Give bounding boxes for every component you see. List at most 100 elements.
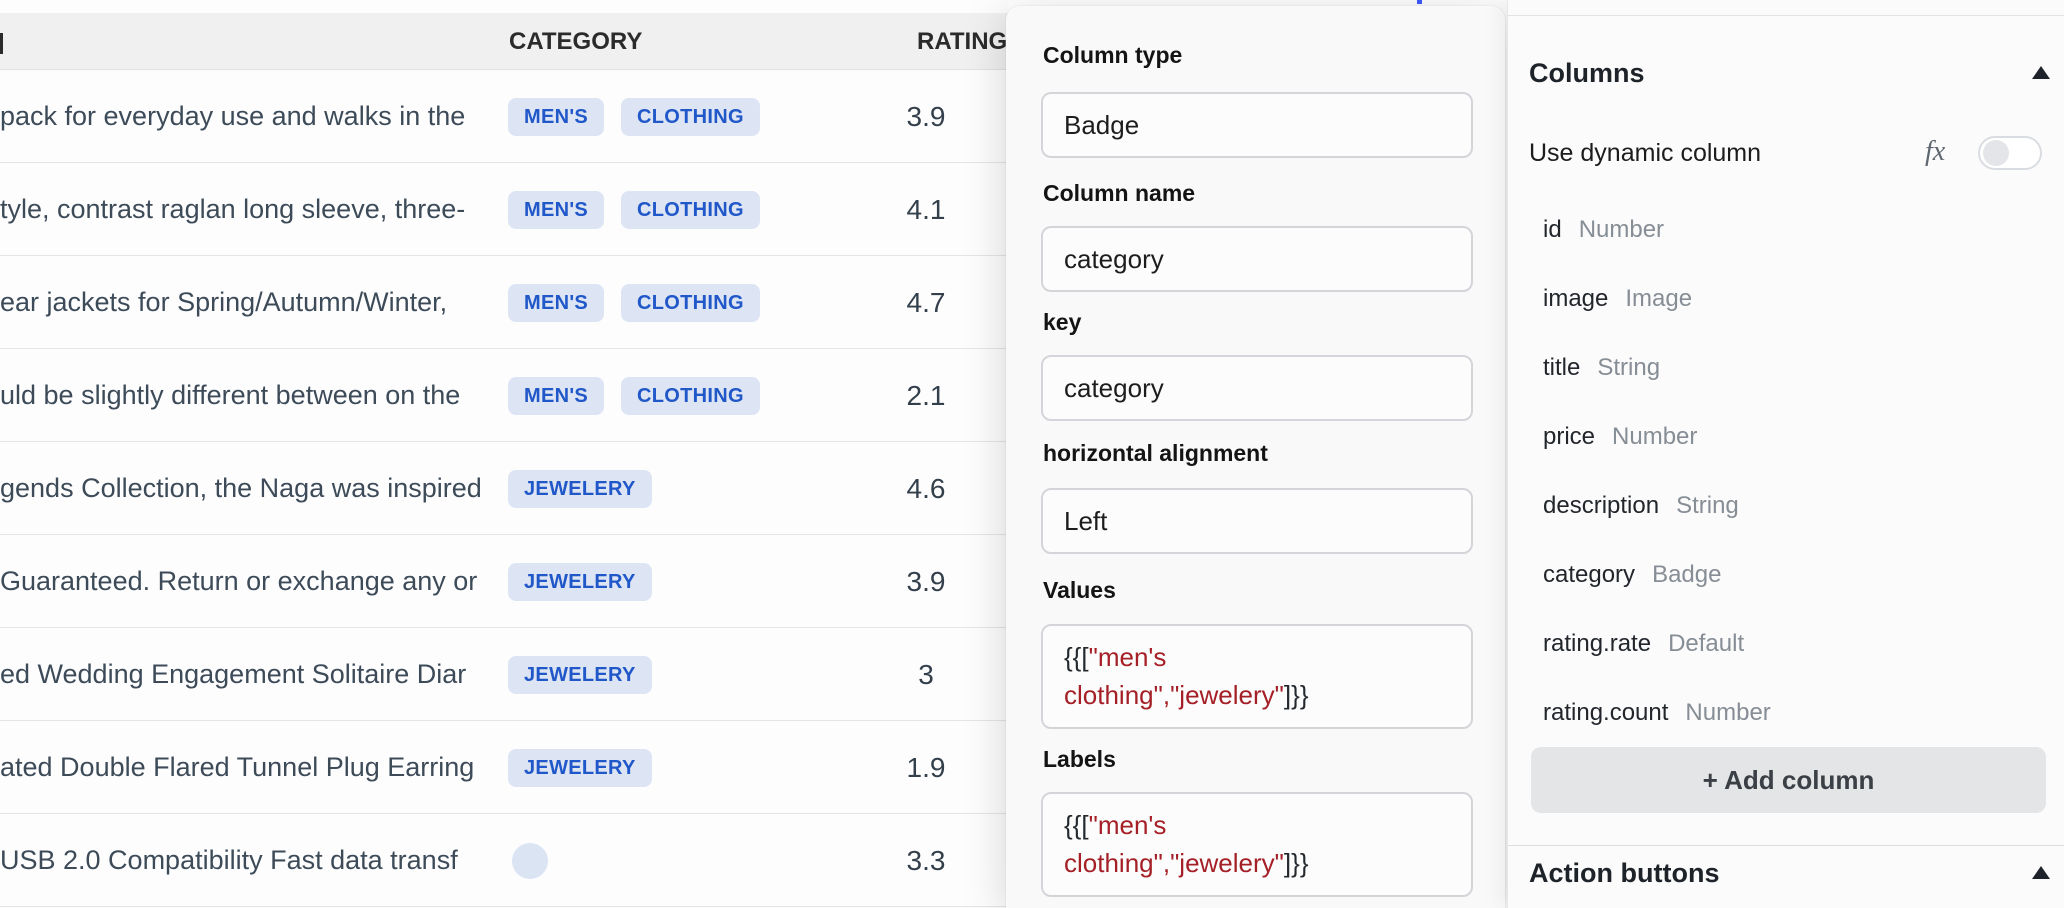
dynamic-column-toggle[interactable] (1978, 136, 2042, 170)
code-token: clothing","jewelery" (1064, 680, 1284, 710)
column-name: rating.rate (1543, 630, 1652, 657)
category-badge: MEN'S (508, 97, 605, 136)
category-badge: JEWELERY (508, 562, 652, 601)
column-name: image (1543, 285, 1609, 312)
rating-cell: 3.9 (906, 566, 946, 597)
category-cell: MEN'S CLOTHING (508, 349, 760, 442)
table-row[interactable]: gends Collection, the Naga was inspired … (0, 442, 1008, 535)
column-list-item[interactable]: title String (1543, 354, 1660, 382)
column-name-input[interactable]: category (1041, 226, 1473, 292)
fx-icon[interactable]: fx (1925, 136, 1946, 167)
values-label: Values (1043, 577, 1116, 603)
category-badge: JEWELERY (508, 748, 652, 787)
category-cell: JEWELERY (508, 721, 652, 814)
column-type: String (1597, 354, 1661, 381)
column-list-item[interactable]: category Badge (1543, 561, 1721, 589)
description-cell: gends Collection, the Naga was inspired (0, 473, 482, 503)
table-row[interactable]: ated Double Flared Tunnel Plug Earring J… (0, 721, 1008, 814)
alignment-select[interactable]: Left (1041, 488, 1473, 554)
header-cell-category[interactable]: CATEGORY (509, 28, 643, 55)
rating-cell: 4.1 (906, 194, 946, 225)
column-type-label: Column type (1043, 42, 1183, 68)
code-token: "men's (1088, 642, 1167, 672)
section-header-columns[interactable]: Columns (1529, 58, 1645, 88)
category-badge: JEWELERY (508, 469, 652, 508)
column-list-item[interactable]: rating.count Number (1543, 699, 1771, 727)
section-header-action-buttons[interactable]: Action buttons (1529, 858, 1720, 888)
category-badge: JEWELERY (508, 655, 652, 694)
column-name: id (1543, 216, 1562, 243)
column-name: category (1543, 561, 1636, 588)
category-cell: MEN'S CLOTHING (508, 163, 760, 256)
category-badge: MEN'S (508, 376, 605, 415)
column-list-item[interactable]: image Image (1543, 285, 1692, 313)
category-badge: CLOTHING (621, 190, 760, 229)
column-type: Default (1668, 630, 1745, 657)
category-cell (508, 814, 548, 907)
column-name-label: Column name (1043, 180, 1196, 206)
column-list-item[interactable]: price Number (1543, 423, 1697, 451)
column-name: rating.count (1543, 699, 1669, 726)
table-row[interactable]: ed Wedding Engagement Solitaire Diar JEW… (0, 628, 1008, 721)
code-token: ]}} (1283, 848, 1309, 878)
values-code-input[interactable]: {{["men's clothing","jewelery"]}} (1041, 624, 1473, 729)
category-badge: CLOTHING (621, 97, 760, 136)
description-cell: uld be slightly different between on the (0, 380, 461, 410)
table-row[interactable]: USB 2.0 Compatibility Fast data transf 3… (0, 814, 1008, 907)
table-row[interactable]: Guaranteed. Return or exchange any or JE… (0, 535, 1008, 628)
description-cell: ated Double Flared Tunnel Plug Earring (0, 752, 475, 782)
rating-cell: 1.9 (906, 752, 946, 783)
rating-cell: 3 (918, 659, 934, 690)
column-settings-popover: Column type Badge Column name category k… (1006, 6, 1505, 908)
column-list-item[interactable]: id Number (1543, 216, 1664, 244)
labels-code-input[interactable]: {{["men's clothing","jewelery"]}} (1041, 792, 1473, 897)
empty-badge-dot (512, 842, 548, 879)
code-token: {{[ (1064, 810, 1089, 840)
key-label: key (1043, 309, 1082, 335)
description-cell: tyle, contrast raglan long sleeve, three… (0, 194, 466, 224)
column-type: Number (1578, 216, 1665, 243)
code-token: "men's (1088, 810, 1167, 840)
description-cell: USB 2.0 Compatibility Fast data transf (0, 845, 458, 875)
add-column-button[interactable]: + Add column (1531, 747, 2046, 813)
table-header: CATEGORY RATING. (0, 13, 1008, 70)
use-dynamic-column-label: Use dynamic column (1529, 139, 1762, 167)
alignment-label: horizontal alignment (1043, 440, 1268, 466)
panel-divider (1508, 15, 2064, 16)
collapse-action-buttons-icon[interactable] (2032, 866, 2050, 879)
table-row[interactable]: uld be slightly different between on the… (0, 349, 1008, 442)
category-cell: JEWELERY (508, 535, 652, 628)
category-cell: MEN'S CLOTHING (508, 70, 760, 163)
code-token: ]}} (1283, 680, 1309, 710)
description-cell: Guaranteed. Return or exchange any or (0, 566, 478, 596)
table-row[interactable]: ear jackets for Spring/Autumn/Winter, ME… (0, 256, 1008, 349)
table-widget: CATEGORY RATING. pack for everyday use a… (0, 0, 1008, 908)
labels-label: Labels (1043, 746, 1116, 772)
column-type: Number (1612, 423, 1698, 450)
column-list-item[interactable]: description String (1543, 492, 1739, 520)
rating-cell: 4.7 (906, 287, 946, 318)
truncated-header-fragment (0, 33, 3, 54)
column-type: Image (1625, 285, 1693, 312)
description-cell: ed Wedding Engagement Solitaire Diar (0, 659, 467, 689)
header-cell-rating[interactable]: RATING. (917, 28, 1008, 55)
key-input[interactable]: category (1041, 355, 1473, 421)
column-type-select[interactable]: Badge (1041, 92, 1473, 158)
property-panel: Columns Use dynamic column fx id Number i… (1507, 0, 2064, 908)
column-list-item[interactable]: rating.rate Default (1543, 630, 1744, 658)
collapse-columns-icon[interactable] (2032, 66, 2050, 79)
column-name: title (1543, 354, 1581, 381)
table-row[interactable]: tyle, contrast raglan long sleeve, three… (0, 163, 1008, 256)
table-row[interactable]: pack for everyday use and walks in the M… (0, 70, 1008, 163)
column-name: price (1543, 423, 1596, 450)
toggle-knob (1983, 140, 2009, 166)
code-token: {{[ (1064, 642, 1089, 672)
category-badge: MEN'S (508, 283, 605, 322)
column-type: String (1676, 492, 1739, 519)
category-cell: MEN'S CLOTHING (508, 256, 760, 349)
category-badge: CLOTHING (621, 283, 760, 322)
rating-cell: 4.6 (906, 473, 946, 504)
code-token: clothing","jewelery" (1064, 848, 1284, 878)
rating-cell: 3.3 (906, 845, 946, 876)
panel-divider (1508, 845, 2064, 846)
